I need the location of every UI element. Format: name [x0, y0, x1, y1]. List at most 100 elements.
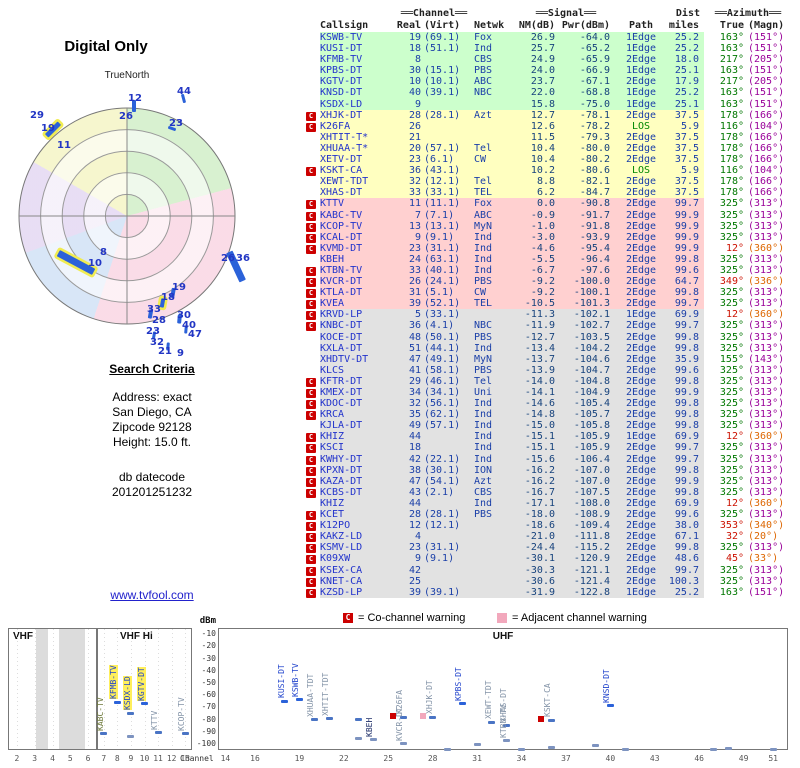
callsign-link[interactable]: KHIZ: [320, 431, 394, 443]
callsign-link[interactable]: KSMV-LD: [320, 542, 394, 554]
network: PBS: [474, 65, 514, 77]
path: 2Edge: [618, 231, 664, 243]
callsign-link[interactable]: XETV-DT: [320, 154, 394, 166]
network: [474, 531, 514, 543]
callsign-link[interactable]: KWHY-DT: [320, 453, 394, 465]
callsign-link[interactable]: KFTR-DT: [320, 375, 394, 387]
warn-cell: C: [306, 542, 320, 554]
table-row: C KABC-TV 7 (7.1) ABC -0.9 -91.7 2Edge 99.9 325°(…: [306, 209, 792, 221]
callsign-link[interactable]: KNBC-DT: [320, 320, 394, 332]
callsign-link[interactable]: KMEX-DT: [320, 387, 394, 399]
callsign-link[interactable]: KVMD-DT: [320, 242, 394, 254]
network: [474, 520, 514, 532]
table-row: C KWHY-DT 42 (22.1) Ind -15.6 -106.4 2Edge 99.7 3…: [306, 453, 792, 465]
callsign-link[interactable]: K09XW: [320, 553, 394, 565]
callsign-link[interactable]: KUSI-DT: [320, 43, 394, 55]
callsign-link[interactable]: KLCS: [320, 364, 394, 376]
warn-cell: [306, 176, 320, 188]
callsign-link[interactable]: KXLA-DT: [320, 342, 394, 354]
channel-tick-label: 46: [694, 754, 704, 763]
warn-cell: C: [306, 242, 320, 254]
adjacent-channel-warning-icon: [497, 613, 507, 623]
channel-real: 43: [394, 486, 424, 498]
callsign-link[interactable]: KSKT-CA: [320, 165, 394, 177]
callsign-link[interactable]: KHIZ: [320, 497, 394, 510]
callsign-link[interactable]: K26FA: [320, 120, 394, 132]
chart-station-label: KUSI-DT: [276, 664, 286, 699]
table-row: KBEH 24 (63.1) Ind -5.5 -96.4 2Edge 99.8 325° (31…: [306, 253, 792, 265]
azimuth-magnetic: (20°): [744, 531, 792, 543]
callsign-link[interactable]: KJLA-DT: [320, 420, 394, 432]
network: MyN: [474, 220, 514, 232]
callsign-link[interactable]: XHTIT-T*: [320, 131, 394, 143]
noise-margin: -15.1: [514, 442, 560, 454]
azimuth-magnetic: (313°): [744, 387, 792, 399]
warn-cell: [306, 142, 320, 155]
channel-real: 51: [394, 342, 424, 354]
callsign-link[interactable]: KCAL-DT: [320, 231, 394, 243]
callsign-link[interactable]: XHDTV-DT: [320, 353, 394, 365]
search-criteria-lines: Address: exact San Diego, CA Zipcode 92128…: [30, 390, 274, 450]
callsign-link[interactable]: KSEX-CA: [320, 564, 394, 576]
path: 2Edge: [618, 142, 664, 155]
channel-tick-label: 6: [85, 754, 91, 763]
azimuth-magnetic: (313°): [744, 331, 792, 343]
signal-power: -64.0: [560, 32, 618, 44]
distance: 17.9: [664, 76, 704, 88]
callsign-link[interactable]: KABC-TV: [320, 209, 394, 221]
callsign-link[interactable]: KZSD-LP: [320, 586, 394, 598]
callsign-link[interactable]: KTLA-DT: [320, 287, 394, 299]
callsign-link[interactable]: KPXN-DT: [320, 464, 394, 476]
co-channel-warning-badge: C: [306, 200, 316, 210]
callsign-link[interactable]: KTTV: [320, 198, 394, 210]
callsign-link[interactable]: KRCA: [320, 409, 394, 421]
path: 2Edge: [618, 575, 664, 587]
callsign-link[interactable]: KFMB-TV: [320, 54, 394, 66]
path: 2Edge: [618, 531, 664, 543]
callsign-link[interactable]: KGTV-DT: [320, 76, 394, 88]
callsign-link[interactable]: KNET-CA: [320, 575, 394, 587]
callsign-link[interactable]: KAKZ-LD: [320, 531, 394, 543]
callsign-link[interactable]: KRVD-LP: [320, 309, 394, 321]
noise-margin: 10.2: [514, 165, 560, 177]
callsign-link[interactable]: KSWB-TV: [320, 32, 394, 44]
callsign-link[interactable]: KPBS-DT: [320, 65, 394, 77]
azimuth-true: 325°: [704, 298, 744, 310]
callsign-link[interactable]: KVEA: [320, 298, 394, 310]
warn-cell: [306, 131, 320, 143]
callsign-link[interactable]: KTBN-TV: [320, 264, 394, 277]
callsign-link[interactable]: XHUAA-T*: [320, 142, 394, 155]
callsign-link[interactable]: KOCE-DT: [320, 331, 394, 343]
warn-cell: C: [306, 475, 320, 487]
callsign-link[interactable]: K12PO: [320, 520, 394, 532]
callsign-link[interactable]: KVCR-DT: [320, 276, 394, 288]
adjacent-channel-legend-text: = Adjacent channel warning: [512, 612, 647, 624]
co-channel-warning-badge: C: [306, 322, 316, 332]
signal-power: -107.0: [560, 464, 618, 476]
callsign-link[interactable]: KBEH: [320, 253, 394, 265]
callsign-link[interactable]: KCBS-DT: [320, 486, 394, 498]
network: [474, 165, 514, 177]
azimuth-magnetic: (151°): [744, 87, 792, 99]
azimuth-true: 325°: [704, 464, 744, 476]
chart-signal-bar: [141, 702, 148, 706]
callsign-link[interactable]: KAZA-DT: [320, 475, 394, 487]
callsign-link[interactable]: KSDX-LD: [320, 98, 394, 110]
callsign-link[interactable]: KNSD-DT: [320, 87, 394, 99]
callsign-link[interactable]: XEWT-TDT: [320, 176, 394, 188]
azimuth-magnetic: (166°): [744, 142, 792, 155]
callsign-link[interactable]: XHAS-DT: [320, 187, 394, 199]
callsign-link[interactable]: KDOC-DT: [320, 398, 394, 410]
channel-tick-label: 25: [383, 754, 394, 763]
callsign-link[interactable]: KSCI: [320, 442, 394, 454]
azimuth-magnetic: (313°): [744, 375, 792, 387]
callsign-link[interactable]: KCOP-TV: [320, 220, 394, 232]
co-channel-warning-badge: C: [306, 389, 316, 398]
channel-tick-label: 3: [32, 754, 38, 763]
signal-power: -104.2: [560, 342, 618, 354]
callsign-link[interactable]: XHJK-DT: [320, 109, 394, 121]
tvfool-link[interactable]: www.tvfool.com: [110, 588, 194, 602]
magn-header: (Magn): [748, 19, 785, 31]
network: PBS: [474, 276, 514, 288]
callsign-link[interactable]: KCET: [320, 509, 394, 521]
